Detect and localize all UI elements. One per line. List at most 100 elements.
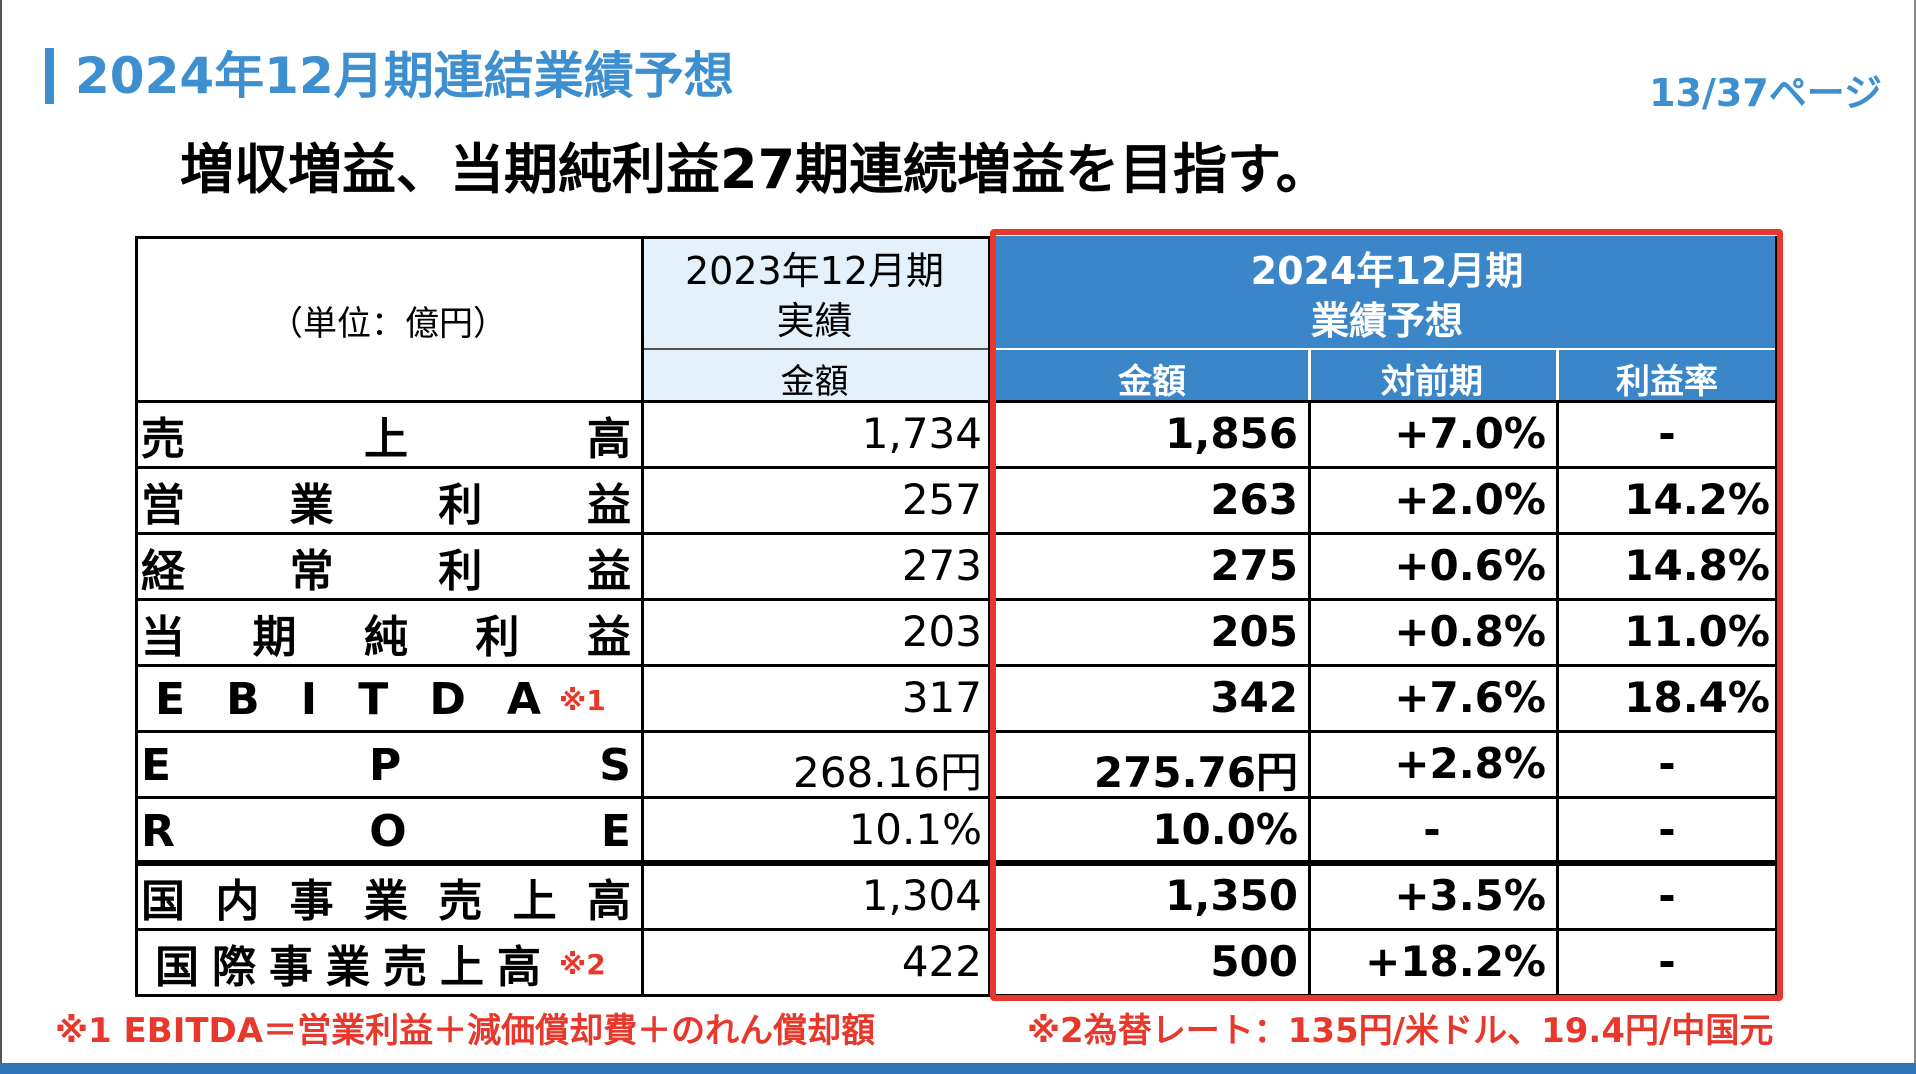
row-label-char: 利 bbox=[438, 546, 483, 597]
cell-yoy: - bbox=[1423, 805, 1441, 854]
row-label-char: 当 bbox=[141, 612, 185, 663]
row-label-char: 国 bbox=[155, 942, 199, 993]
grid-line bbox=[988, 236, 991, 997]
row-label-char: D bbox=[429, 673, 466, 725]
grid-line bbox=[135, 532, 1778, 535]
cell-2024-amount: 205 bbox=[1210, 607, 1298, 656]
cell-2023-amount: 422 bbox=[901, 937, 982, 986]
row-label-char: 売 bbox=[141, 414, 185, 465]
row-label-char: R bbox=[141, 805, 175, 857]
grid-line bbox=[135, 796, 1778, 799]
row-label-char: E bbox=[600, 805, 631, 857]
cell-margin: - bbox=[1658, 409, 1676, 458]
grid-line bbox=[641, 236, 644, 997]
cell-margin: 11.0% bbox=[1624, 607, 1770, 656]
cell-margin: 18.4% bbox=[1624, 673, 1770, 722]
cell-yoy: +7.0% bbox=[1394, 409, 1546, 458]
grid-line bbox=[641, 348, 988, 350]
grid-line bbox=[135, 400, 1778, 403]
row-label-char: 国 bbox=[141, 876, 185, 927]
header-2023-background bbox=[641, 236, 988, 400]
cell-2024-amount: 1,856 bbox=[1165, 409, 1298, 458]
row-label-char: 業 bbox=[363, 876, 408, 927]
grid-line bbox=[1775, 236, 1778, 997]
row-label-char: 利 bbox=[438, 480, 483, 531]
row-label-char: P bbox=[369, 739, 402, 791]
cell-yoy: +7.6% bbox=[1394, 673, 1546, 722]
row-label-char: S bbox=[599, 739, 631, 791]
row-label-char: 上 bbox=[364, 414, 408, 465]
grid-line bbox=[135, 236, 138, 997]
row-label-char: 事 bbox=[269, 942, 313, 993]
cell-yoy: +3.5% bbox=[1394, 871, 1546, 920]
header-2024-period: 2024年12月期 bbox=[1250, 249, 1524, 293]
cell-2023-amount: 317 bbox=[901, 673, 982, 722]
header-2023-actual: 実績 bbox=[776, 299, 853, 343]
header-2024-forecast: 業績予想 bbox=[1310, 299, 1463, 343]
header-2024-background bbox=[996, 236, 1778, 400]
row-label-char: 純 bbox=[364, 612, 408, 663]
title-accent-bar bbox=[45, 48, 54, 104]
grid-line bbox=[1556, 348, 1559, 400]
cell-2024-amount: 10.0% bbox=[1152, 805, 1298, 854]
headline: 増収増益、当期純利益27期連続増益を目指す。 bbox=[180, 138, 1330, 201]
forecast-highlight-frame bbox=[990, 229, 1783, 1001]
header-2023-amount: 金額 bbox=[780, 362, 849, 402]
grid-line bbox=[135, 236, 988, 239]
cell-yoy: +18.2% bbox=[1365, 937, 1546, 986]
header-margin: 利益率 bbox=[1616, 362, 1718, 402]
cell-margin: - bbox=[1658, 805, 1676, 854]
slide-title: 2024年12月期連結業績予想 bbox=[75, 47, 734, 105]
grid-line bbox=[135, 928, 1778, 931]
row-label-char: 事 bbox=[289, 876, 334, 927]
row-footnote-mark: ※1 bbox=[559, 684, 606, 717]
row-label-char: 営 bbox=[141, 480, 185, 531]
row-label-char: I bbox=[300, 673, 318, 725]
cell-margin: 14.8% bbox=[1624, 541, 1770, 590]
cell-2023-amount: 257 bbox=[901, 475, 982, 524]
row-label-char: 上 bbox=[440, 942, 484, 993]
row-label-char: 経 bbox=[141, 546, 185, 597]
row-label-char: 益 bbox=[586, 546, 631, 597]
row-label-char: E bbox=[155, 673, 186, 725]
row-label-char: 上 bbox=[512, 876, 557, 927]
cell-yoy: +0.6% bbox=[1394, 541, 1546, 590]
unit-label: （単位：億円） bbox=[269, 304, 507, 344]
row-footnote-mark: ※2 bbox=[559, 948, 606, 981]
header-yoy: 対前期 bbox=[1381, 362, 1483, 402]
row-label-char: 業 bbox=[289, 480, 334, 531]
cell-2024-amount: 275 bbox=[1210, 541, 1298, 590]
row-label-char: 益 bbox=[586, 480, 631, 531]
grid-line bbox=[135, 730, 1778, 733]
cell-2023-amount: 10.1% bbox=[848, 805, 982, 854]
row-label-char: 売 bbox=[383, 942, 427, 993]
cell-margin: - bbox=[1658, 937, 1676, 986]
cell-margin: - bbox=[1658, 871, 1676, 920]
grid-line bbox=[135, 994, 1778, 997]
cell-yoy: +0.8% bbox=[1394, 607, 1546, 656]
page-indicator: 13/37ページ bbox=[1649, 71, 1882, 115]
row-label-char: 内 bbox=[215, 876, 260, 927]
footnote-exchange-rate: ※2為替レート：135円/米ドル、19.4円/中国元 bbox=[1027, 1011, 1774, 1051]
row-label-char: 高 bbox=[497, 942, 541, 993]
cell-2024-amount: 500 bbox=[1210, 937, 1298, 986]
row-label-char: 利 bbox=[475, 612, 520, 663]
cell-2023-amount: 1,304 bbox=[861, 871, 982, 920]
cell-margin: 14.2% bbox=[1624, 475, 1770, 524]
row-label-char: 際 bbox=[212, 942, 256, 993]
row-label-char: B bbox=[226, 673, 260, 725]
grid-line bbox=[135, 664, 1778, 667]
grid-line bbox=[1308, 348, 1311, 400]
cell-2023-amount: 1,734 bbox=[861, 409, 982, 458]
row-label-char: E bbox=[141, 739, 172, 791]
row-label: 国内事業売上高 bbox=[141, 867, 631, 927]
grid-line bbox=[1308, 400, 1311, 997]
row-label: 営業利益 bbox=[141, 471, 631, 531]
row-label-char: 高 bbox=[586, 876, 631, 927]
cell-2024-amount: 342 bbox=[1210, 673, 1298, 722]
row-label-char: 益 bbox=[587, 612, 631, 663]
grid-line bbox=[996, 348, 1778, 350]
